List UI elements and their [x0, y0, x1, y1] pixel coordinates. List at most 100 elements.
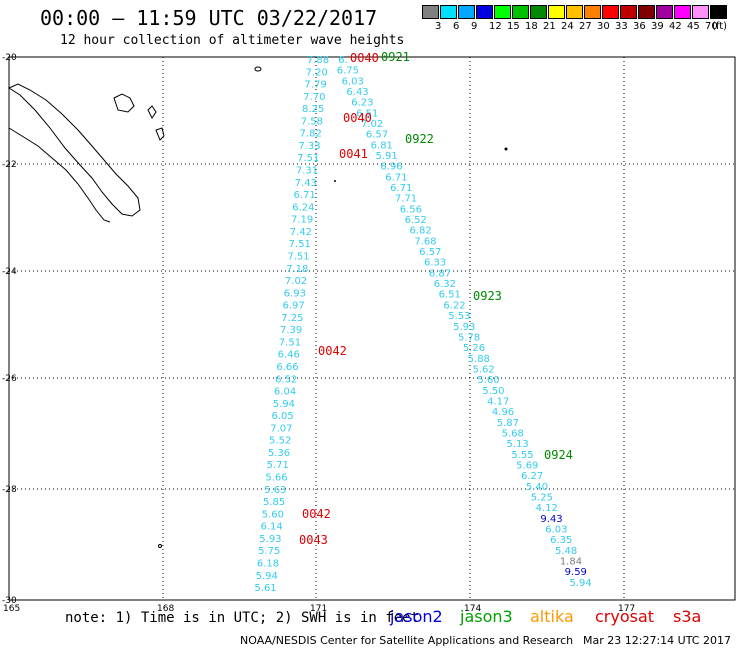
island-outline [113, 93, 135, 113]
swh-value: 5.63 [264, 485, 286, 496]
map-title: 00:00 – 11:59 UTC 03/22/2017 [40, 6, 378, 30]
pass-time-label: 0042 [302, 507, 331, 521]
swh-value: 5.88 [468, 354, 490, 365]
swh-value: 6.51 [439, 290, 461, 301]
pass-time-label: 0041 [339, 147, 368, 161]
wave-height-color-scale: 3 6 9 12 15 18 21 24 27 30 33 36 39 42 45 70 (ft) [422, 5, 729, 35]
swh-value: 8.25 [302, 104, 324, 115]
swh-value: 6.71 [293, 190, 315, 201]
swh-value: 6.04 [274, 387, 296, 398]
scale-swatch [548, 5, 565, 19]
swh-value: 7.70 [303, 92, 325, 103]
swh-value: 5.91 [376, 151, 398, 162]
swh-value: 5.60 [477, 375, 499, 386]
pass-time-label: 0040 [350, 51, 379, 65]
swh-value: 6.46 [278, 350, 300, 361]
swh-value: 6.03 [342, 76, 364, 87]
swh-value: 5.75 [258, 546, 280, 557]
scale-swatch [638, 5, 655, 19]
latitude-label: -20 [2, 53, 17, 63]
swh-value: 6.81 [371, 140, 393, 151]
swh-value: 5.94 [256, 571, 278, 582]
scale-label: 70 [705, 21, 718, 32]
swh-value: 5.71 [267, 460, 289, 471]
pass-time-label: 0923 [473, 289, 502, 303]
island-dot [334, 180, 336, 182]
swh-value: 6.35 [550, 535, 572, 546]
pass-time-label: 0043 [299, 533, 328, 547]
swh-value: 6.51 [356, 108, 378, 119]
latitude-label: -22 [2, 160, 17, 170]
footer-credit: NOAA/NESDIS Center for Satellite Applica… [240, 634, 574, 647]
swh-value: 7.33 [298, 141, 320, 152]
longitude-label: 165 [3, 604, 20, 614]
swh-value: 7.18 [286, 264, 308, 275]
scale-swatch [476, 5, 493, 19]
legend-jason2: jason2 [390, 607, 443, 626]
legend-altika: altika [530, 607, 574, 626]
swh-value: 7.25 [281, 313, 303, 324]
swh-value: 5.13 [506, 439, 528, 450]
scale-label: 21 [543, 21, 556, 32]
swh-value: 7.79 [304, 80, 326, 91]
longitude-label: 168 [157, 604, 174, 614]
legend-s3a: s3a [673, 607, 702, 626]
swh-value: 6.14 [261, 522, 283, 533]
scale-swatch [440, 5, 457, 19]
pass-time-label: 0922 [405, 132, 434, 146]
swh-value: 5.68 [502, 428, 524, 439]
coastline-inner [8, 127, 111, 223]
scale-unit: (ft) [712, 21, 728, 32]
scale-swatch [692, 5, 709, 19]
scale-label: 30 [597, 21, 610, 32]
swh-value: 7.20 [306, 67, 328, 78]
scale-label: 6 [453, 21, 460, 32]
map-frame [8, 56, 736, 601]
swh-value: 6.18 [257, 558, 279, 569]
swh-value: 7.68 [414, 236, 436, 247]
swh-value: 6.22 [443, 300, 465, 311]
scale-label: 39 [651, 21, 664, 32]
island-dot [504, 147, 508, 151]
scale-swatch [710, 5, 727, 19]
scale-label: 3 [435, 21, 442, 32]
new-caledonia-coastline [7, 83, 141, 217]
scale-label: 27 [579, 21, 592, 32]
footer-timestamp: Mar 23 12:27:14 UTC 2017 [583, 634, 731, 647]
scale-label: 18 [525, 21, 538, 32]
swh-value: 5.36 [268, 448, 290, 459]
swh-value: 6.56 [400, 204, 422, 215]
swh-value: 7.19 [291, 215, 313, 226]
scale-swatch [620, 5, 637, 19]
swh-value: 7.02 [361, 119, 383, 130]
swh-value: 6.33 [424, 258, 446, 269]
swh-value: 7.31 [296, 166, 318, 177]
island-outline [254, 66, 262, 72]
swh-value: 1.84 [560, 556, 582, 567]
swh-value: 6.03 [545, 524, 567, 535]
pass-time-label: 0042 [318, 344, 347, 358]
longitude-label: 177 [618, 604, 635, 614]
swh-value: 6.27 [521, 471, 543, 482]
swh-value: 5.55 [511, 450, 533, 461]
swh-value: 7.51 [297, 153, 319, 164]
swh-value: 4.17 [487, 396, 509, 407]
swh-value: 7.71 [395, 194, 417, 205]
scale-swatch [512, 5, 529, 19]
swh-value: 6.23 [351, 98, 373, 109]
swh-value: 6.75 [337, 66, 359, 77]
swh-value: 5.61 [254, 583, 276, 594]
swh-value: 5.93 [453, 322, 475, 333]
swh-value: 7.51 [287, 251, 309, 262]
scale-label: 9 [471, 21, 478, 32]
scale-swatch [458, 5, 475, 19]
swh-value: 6.71 [385, 172, 407, 183]
island-dot [158, 544, 162, 548]
scale-label: 36 [633, 21, 646, 32]
swh-value: 5.94 [273, 399, 295, 410]
legend-jason3: jason3 [460, 607, 513, 626]
swh-value: 5.52 [269, 436, 291, 447]
swh-value: 5.60 [262, 509, 284, 520]
swh-value: 6.93 [284, 288, 306, 299]
